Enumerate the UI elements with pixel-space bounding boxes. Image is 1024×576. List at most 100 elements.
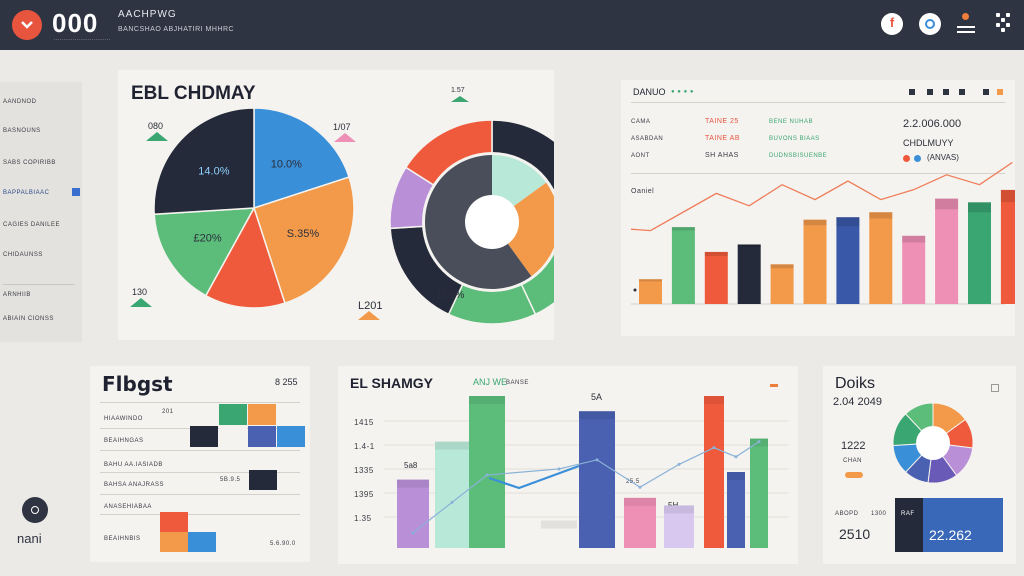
axis-label: Oaniel [631,188,655,195]
trend-line [412,441,760,534]
divider [100,402,300,403]
row-label: AONT [631,153,650,159]
grid-cell [248,404,276,425]
panel-subtitle: 2.04 2049 [833,396,882,408]
row-label: ASABDAN [631,136,664,142]
line-point [638,485,642,489]
pie-slice [253,176,355,305]
user-name: nani [17,531,42,546]
sidebar-item[interactable]: ABIAIN CIONSS [3,316,54,322]
expand-icon[interactable] [991,384,999,392]
grid-cell [219,426,247,447]
bar-cap [1000,189,1015,203]
trend-line [630,161,1013,232]
avatar[interactable] [22,497,48,523]
line-point [595,458,599,462]
row-label: CAMA [631,119,651,125]
y-axis-label: 1415 [354,418,374,427]
panel-title: Doiks [835,375,876,392]
sidebar-item[interactable]: SABS COPIRIBB [3,160,56,166]
status-dot [903,155,910,162]
footer-value: 2510 [839,526,871,542]
data-label: 5a8 [404,461,418,470]
bar [836,217,860,304]
line-point [450,500,454,504]
sidebar-item-active[interactable]: BAPPALBIAAC [3,190,50,196]
legend-key: DUDNSBISUENBE [769,153,828,159]
bar-cap [770,264,794,269]
legend: ANJ WE [473,377,508,387]
table-cell: 5B.9.5 [220,477,241,483]
footer-label: ABOPD [835,511,859,517]
footer-label: 1300 [871,511,887,517]
pie-label: 1/07 [333,122,351,132]
bar [397,479,429,548]
table-row: ANASEHIABAA [104,504,152,510]
trend-line [488,464,580,490]
panel-title: DANUO [633,87,666,97]
pie-chart: 10.0%S.35%£20%14.0%6.0.215.0% [153,107,554,325]
bar [579,411,615,548]
legend-key: BENE NUHAB [769,119,814,125]
bar-cap [935,198,959,210]
grid-cell [277,426,305,447]
y-axis-label: 1335 [354,466,374,475]
y-axis-label: 1.35 [354,514,372,523]
pie-slice [253,107,351,210]
line-point [734,455,738,459]
target-icon[interactable] [919,13,941,35]
bar [770,264,794,304]
chevron-down-icon[interactable] [12,10,42,40]
bar-cap [704,396,724,404]
grid-cell [277,404,305,425]
legend-value: TAINE 25 [705,118,739,125]
bar [469,396,505,548]
panel-title: Flbgst [102,372,173,396]
sidebar-item[interactable]: AANDNOD [3,99,37,105]
line-point [557,467,561,471]
bar [902,235,926,304]
menu-icon[interactable] [770,384,778,387]
flgst-panel: Flbgst 8 255 HIAAWINDO 201 BEAIHNGAS BAH… [90,366,310,562]
bar [737,244,761,304]
table-cell: 201 [162,409,174,415]
pie-slice [204,206,286,309]
bar [704,251,728,304]
bar-chart [630,161,1015,305]
panel-value: 1222 [841,440,866,452]
bar [727,472,745,548]
pie-marker [334,133,356,142]
grid-icon[interactable] [994,13,1014,35]
table-row: HIAAWINDO [104,416,143,422]
donut-chart [892,402,974,484]
app-title: AACHPWG [118,9,177,20]
pie-slice-label: 14.0% [198,165,229,177]
top-bar: 000 .............................. AACHP… [0,0,1024,50]
line-point [757,440,761,444]
legend-key: BUVONS BIAAS [769,136,820,142]
panel-value: 8 255 [275,377,298,387]
dks-panel: Doiks 2.04 2049 1222 CHAN ABOPD 1300 251… [823,366,1016,564]
sidebar-item[interactable]: CHIDAUNSS [3,252,43,258]
color-swatch [188,532,216,552]
donut-top-label: 1.57 [451,87,465,94]
pie-marker [146,132,168,141]
flame-icon[interactable]: f [881,13,903,35]
sidebar-item[interactable]: BASNOUNS [3,128,41,134]
sidebar-item[interactable]: ARNHIIB [3,292,31,298]
pie-slice [153,207,256,297]
bar [541,520,577,548]
notification-icon[interactable] [957,13,975,35]
footer-block [895,498,923,552]
panel-toolbar[interactable] [909,89,1005,97]
color-swatch [249,470,277,490]
line-point [485,473,489,477]
line-point [712,446,716,450]
sidebar-item[interactable]: CAGIES DANILEE [3,222,61,228]
bar-cap [397,479,429,488]
bar-cap [624,497,656,506]
legend-value: SH AHAS [705,152,739,159]
footer-value: 22.262 [929,527,972,543]
bar-cap [704,251,728,256]
table-row: BAHU AA.IASIADB [104,462,163,468]
